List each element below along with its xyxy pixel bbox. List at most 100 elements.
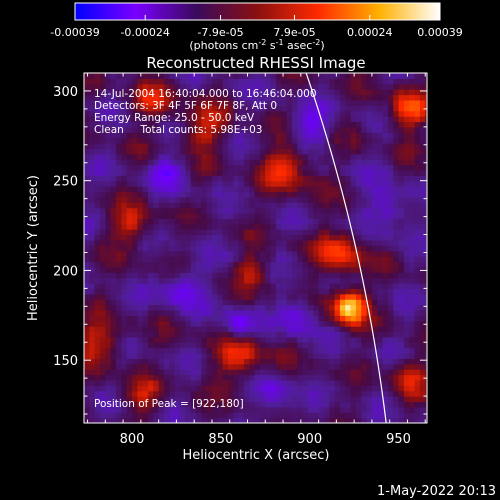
heatmap-cell [131, 277, 138, 284]
heatmap-cell [227, 94, 234, 101]
heatmap-cell [355, 293, 362, 300]
heatmap-cell [233, 94, 240, 101]
heatmap-cell [158, 126, 165, 133]
heatmap-cell [254, 245, 261, 252]
heatmap-cell [211, 245, 218, 252]
heatmap-cell [318, 390, 325, 397]
heatmap-cell [115, 218, 122, 225]
heatmap-cell [270, 234, 277, 241]
heatmap-cell [302, 315, 309, 322]
heatmap-cell [179, 126, 186, 133]
heatmap-cell [387, 401, 394, 408]
heatmap-cell [233, 207, 240, 214]
heatmap-cell [105, 175, 112, 182]
heatmap-cell [403, 191, 410, 198]
heatmap-cell [243, 196, 250, 203]
heatmap-cell [302, 342, 309, 349]
heatmap-cell [121, 180, 128, 187]
heatmap-cell [174, 417, 181, 423]
heatmap-cell [158, 342, 165, 349]
heatmap-cell [398, 245, 405, 252]
heatmap-cell [275, 175, 282, 182]
heatmap-cell [89, 186, 96, 193]
heatmap-cell [211, 299, 218, 306]
heatmap-cell [137, 121, 144, 128]
heatmap-cell [387, 234, 394, 241]
heatmap-cell [387, 186, 394, 193]
heatmap-cell [94, 347, 101, 354]
heatmap-cell [281, 315, 288, 322]
heatmap-cell [382, 396, 389, 403]
heatmap-cell [403, 229, 410, 236]
heatmap-cell [169, 234, 176, 241]
heatmap-cell [211, 277, 218, 284]
heatmap-cell [265, 121, 272, 128]
heatmap-cell [201, 218, 208, 225]
heatmap-cell [313, 121, 320, 128]
heatmap-cell [137, 353, 144, 359]
heatmap-cell [259, 196, 266, 203]
heatmap-cell [222, 83, 229, 90]
heatmap-cell [313, 406, 320, 413]
heatmap-cell [259, 342, 266, 349]
heatmap-cell [249, 73, 256, 79]
heatmap-cell [371, 363, 378, 370]
heatmap-cell [110, 385, 117, 392]
heatmap-cell [366, 396, 373, 403]
heatmap-cell [227, 417, 234, 423]
heatmap-cell [169, 272, 176, 279]
heatmap-cell [243, 385, 250, 392]
heatmap-cell [339, 336, 346, 343]
heatmap-cell [126, 272, 133, 279]
heatmap-cell [121, 148, 128, 155]
heatmap-cell [409, 277, 416, 284]
heatmap-cell [291, 83, 298, 90]
heatmap-cell [233, 73, 240, 79]
heatmap-cell [179, 234, 186, 241]
heatmap-cell [281, 396, 288, 403]
heatmap-cell [345, 164, 352, 171]
heatmap-cell [377, 250, 384, 257]
heatmap-cell [110, 336, 117, 343]
heatmap-cell [382, 336, 389, 343]
heatmap-cell [190, 331, 197, 338]
heatmap-cell [190, 89, 197, 96]
heatmap-cell [366, 272, 373, 279]
heatmap-cell [403, 406, 410, 413]
heatmap-cell [89, 245, 96, 252]
heatmap-cell [297, 105, 304, 112]
heatmap-cell [323, 353, 330, 359]
heatmap-cell [302, 239, 309, 246]
heatmap-cell [238, 169, 245, 176]
heatmap-cell [163, 304, 170, 311]
heatmap-cell [126, 191, 133, 198]
heatmap-cell [238, 191, 245, 198]
heatmap-cell [211, 110, 218, 117]
heatmap-cell [403, 202, 410, 209]
heatmap-cell [286, 202, 293, 209]
heatmap-cell [297, 363, 304, 370]
heatmap-cell [361, 315, 368, 322]
heatmap-cell [99, 406, 106, 413]
heatmap-cell [163, 164, 170, 171]
heatmap-cell [425, 374, 427, 381]
heatmap-cell [382, 283, 389, 289]
heatmap-cell [259, 315, 266, 322]
heatmap-cell [115, 153, 122, 160]
heatmap-cell [238, 196, 245, 203]
heatmap-cell [147, 202, 154, 209]
heatmap-cell [361, 288, 368, 295]
colorbar-tick-label: -0.00024 [120, 26, 169, 39]
heatmap-cell [185, 347, 192, 354]
heatmap-cell [158, 116, 165, 123]
heatmap-cell [147, 369, 154, 376]
heatmap-cell [254, 234, 261, 241]
heatmap-cell [201, 363, 208, 370]
heatmap-cell [158, 196, 165, 203]
heatmap-cell [393, 180, 400, 187]
heatmap-cell [254, 110, 261, 117]
heatmap-cell [345, 299, 352, 306]
heatmap-cell [110, 417, 117, 423]
heatmap-cell [153, 132, 160, 139]
heatmap-cell [99, 374, 106, 381]
